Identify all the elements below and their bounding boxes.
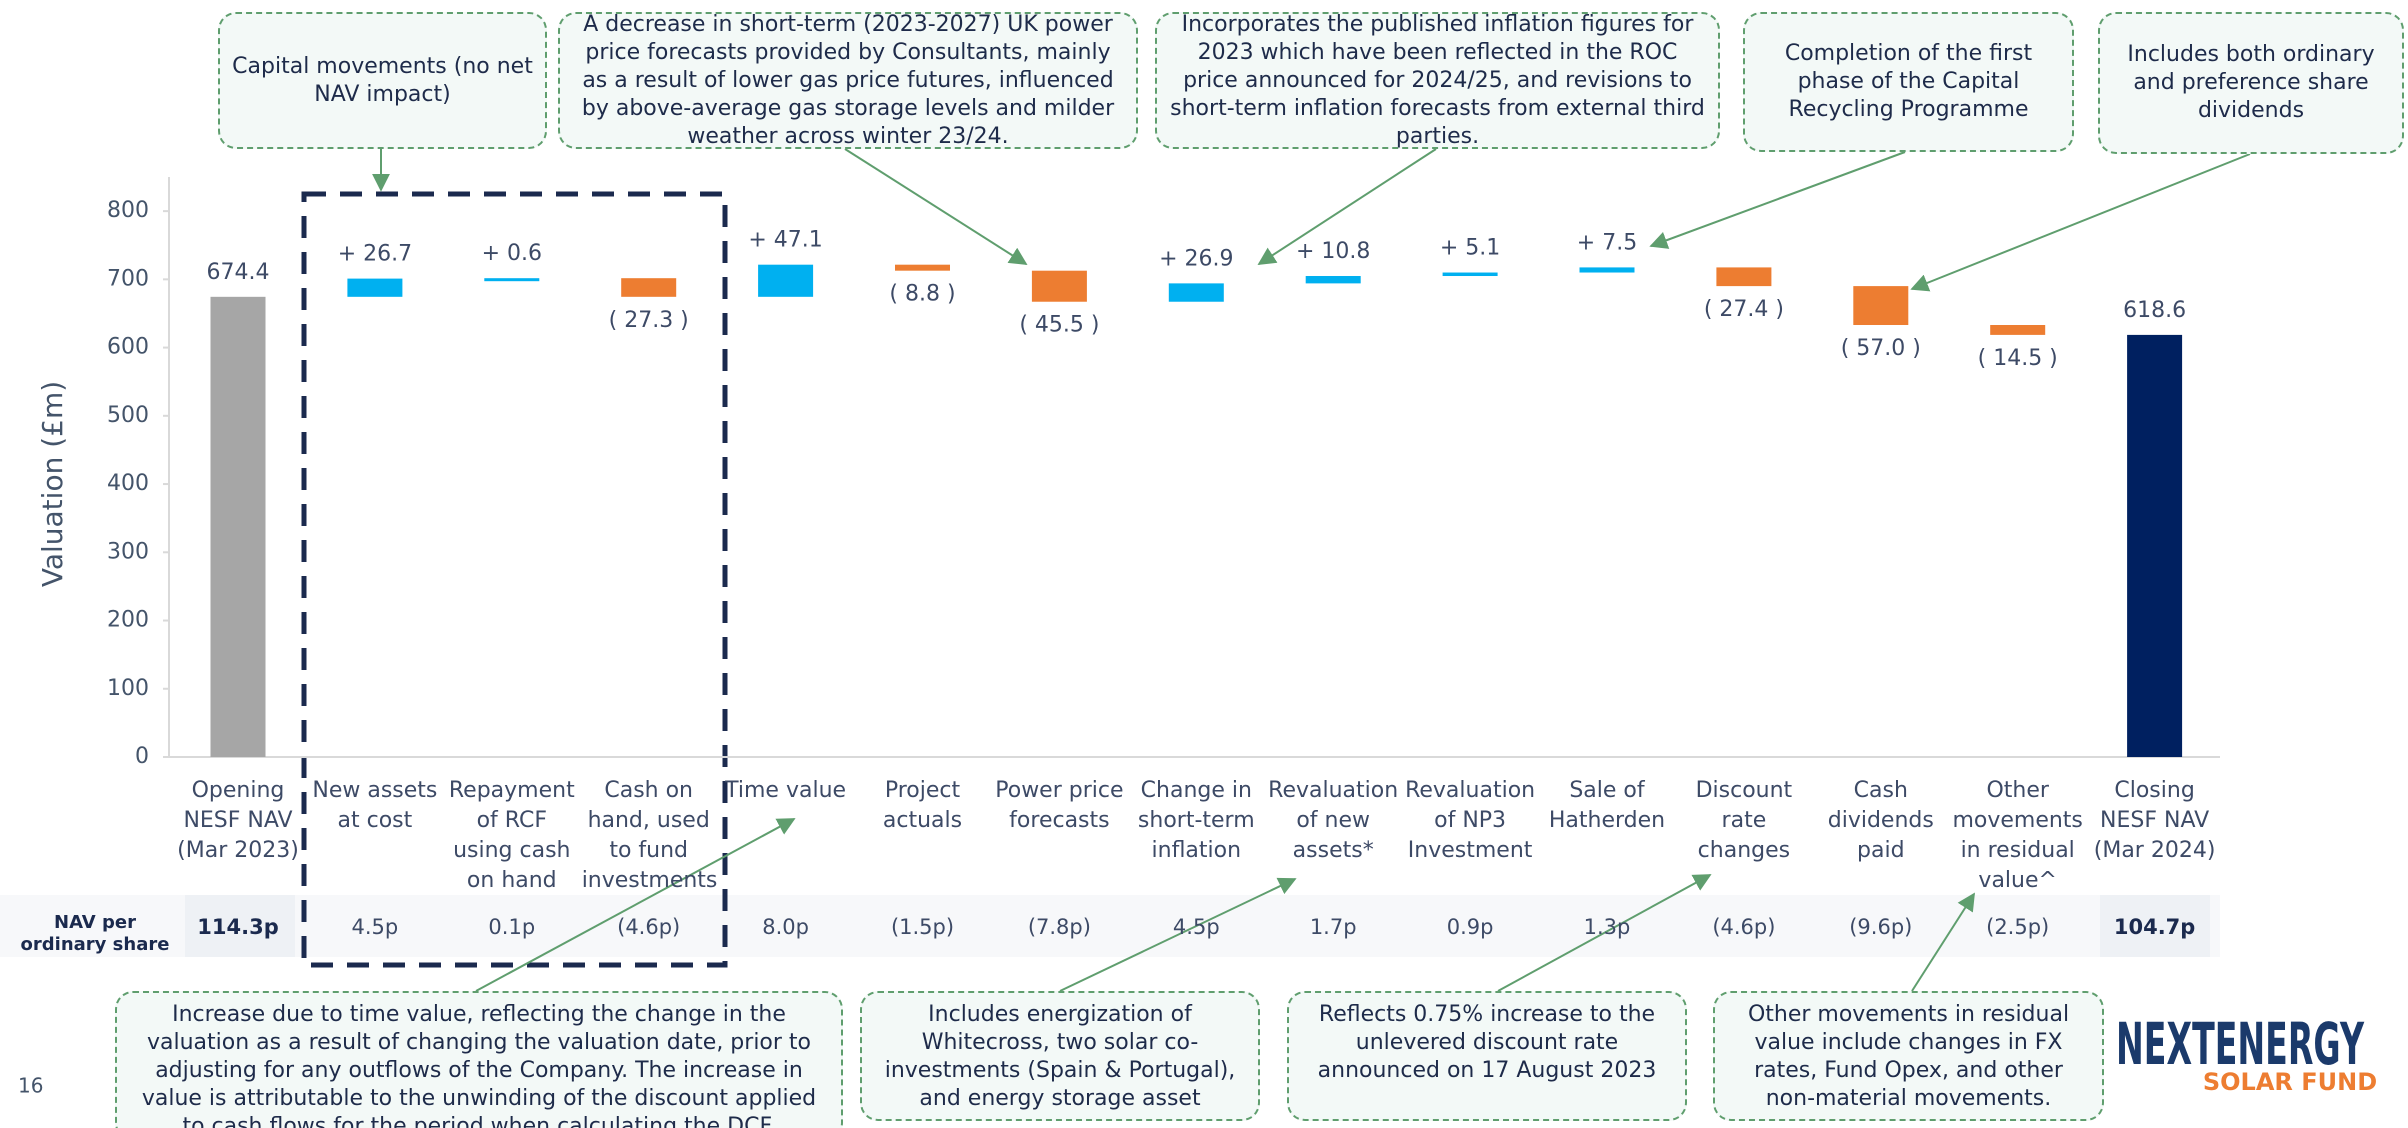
bar <box>1442 272 1498 277</box>
annotation-box: Reflects 0.75% increase to the unlevered… <box>1287 991 1687 1121</box>
nav-value: 1.3p <box>1583 915 1631 939</box>
page-number: 16 <box>18 1074 43 1098</box>
y-tick-label: 0 <box>135 744 149 769</box>
bar <box>1716 267 1772 287</box>
value-label: + 26.9 <box>1159 246 1233 271</box>
y-axis-label: Valuation (£m) <box>36 381 69 587</box>
bar <box>621 278 677 297</box>
value-label: + 0.6 <box>482 241 542 266</box>
nav-value: (4.6p) <box>1712 915 1776 939</box>
x-tick-label: Revaluation of new assets* <box>1268 778 1399 863</box>
value-label: 674.4 <box>207 260 270 285</box>
nav-value: (4.6p) <box>617 915 681 939</box>
nav-value: 8.0p <box>762 915 809 939</box>
annotation-box: Includes energization of Whitecross, two… <box>860 991 1260 1121</box>
annotation-box: Includes both ordinary and preference sh… <box>2098 12 2404 154</box>
y-tick-label: 100 <box>107 676 149 701</box>
annotation-box: Other movements in residual value includ… <box>1713 991 2104 1121</box>
y-tick-label: 400 <box>107 471 149 496</box>
nav-value: 4.5p <box>1172 915 1220 939</box>
y-tick-label: 800 <box>107 198 149 223</box>
annotation-arrow <box>1910 153 2251 292</box>
nav-cell-bg <box>185 895 295 957</box>
capital-movements-frame <box>301 191 728 968</box>
annotation-arrow <box>1649 151 1906 249</box>
x-tick-label: Discount rate changes <box>1695 778 1793 863</box>
logo-sub: SOLAR FUND <box>2203 1068 2377 1096</box>
x-tick-label: Other movements in residual value^ <box>1952 778 2083 893</box>
bar <box>484 278 540 282</box>
nav-value: (2.5p) <box>1986 915 2050 939</box>
y-tick-label: 700 <box>107 266 149 291</box>
annotation-arrow <box>1257 148 1437 265</box>
value-label: + 47.1 <box>748 228 822 253</box>
x-tick-label: Closing NESF NAV (Mar 2024) <box>2093 778 2216 863</box>
value-label: ( 14.5 ) <box>1978 346 2058 371</box>
x-tick-label: Cash on hand, used to fund investments <box>581 778 718 893</box>
logo-name: NEXTENERGY <box>2116 1010 2365 1078</box>
bar <box>347 278 403 297</box>
x-tick-label: Power price forecasts <box>995 778 1124 833</box>
nav-value: 114.3p <box>197 915 279 939</box>
annotation-box: Completion of the first phase of the Cap… <box>1743 12 2074 152</box>
annotation-box: A decrease in short-term (2023-2027) UK … <box>558 12 1138 149</box>
x-tick-label: Revaluation of NP3 Investment <box>1405 778 1536 863</box>
value-label: ( 57.0 ) <box>1841 336 1921 361</box>
x-tick-label: Sale of Hatherden <box>1548 778 1666 833</box>
nav-value: 0.1p <box>488 915 536 939</box>
annotation-box: Increase due to time value, reflecting t… <box>115 991 843 1128</box>
value-label: ( 45.5 ) <box>1019 313 1099 338</box>
annotation-arrow <box>844 148 1028 265</box>
bar <box>758 264 814 297</box>
annotation-arrow <box>1911 892 1975 992</box>
nav-value: (1.5p) <box>890 915 955 939</box>
y-tick-label: 300 <box>107 539 149 564</box>
nav-row-band <box>0 895 2220 957</box>
x-tick-label: Change in short-term inflation <box>1137 778 1255 863</box>
bar <box>1031 270 1087 302</box>
annotation-arrow <box>475 818 796 992</box>
x-tick-label: Repayment of RCF using cash on hand <box>448 778 575 893</box>
annotation-arrow <box>1497 874 1712 992</box>
nav-value: 0.9p <box>1446 915 1494 939</box>
nav-cell-bg <box>2100 895 2210 957</box>
bar <box>1168 283 1224 302</box>
value-label: ( 27.4 ) <box>1704 297 1784 322</box>
y-tick-label: 600 <box>107 335 149 360</box>
x-tick-label: Opening NESF NAV (Mar 2023) <box>177 778 299 863</box>
x-tick-label: New assets at cost <box>312 778 438 833</box>
value-label: + 10.8 <box>1296 239 1370 264</box>
value-label: ( 27.3 ) <box>609 308 689 333</box>
y-tick-label: 500 <box>107 403 149 428</box>
nav-value: (7.8p) <box>1027 915 1091 939</box>
x-tick-label: Time value <box>725 778 847 803</box>
bar <box>1579 267 1635 273</box>
nav-row-label: NAV per ordinary share <box>20 912 170 955</box>
x-tick-label: Project actuals <box>882 778 963 833</box>
value-label: 618.6 <box>2123 298 2186 323</box>
annotation-box: Incorporates the published inflation fig… <box>1155 12 1720 149</box>
value-label: + 7.5 <box>1577 230 1637 255</box>
annotation-arrow <box>1059 877 1297 992</box>
value-label: + 26.7 <box>338 242 412 267</box>
value-label: + 5.1 <box>1440 236 1500 261</box>
nav-value: (9.6p) <box>1849 915 1913 939</box>
bar <box>210 296 266 757</box>
y-tick-label: 200 <box>107 608 149 633</box>
bar <box>1990 325 2046 335</box>
value-label: ( 8.8 ) <box>889 282 955 307</box>
nav-value: 104.7p <box>2113 915 2196 939</box>
bar <box>1853 286 1909 326</box>
bar <box>1305 276 1361 284</box>
nav-value: 1.7p <box>1309 915 1357 939</box>
bar <box>2127 334 2183 757</box>
annotation-box: Capital movements (no net NAV impact) <box>218 12 547 149</box>
nav-value: 4.5p <box>351 915 399 939</box>
bar <box>895 264 950 271</box>
x-tick-label: Cash dividends paid <box>1827 778 1934 863</box>
